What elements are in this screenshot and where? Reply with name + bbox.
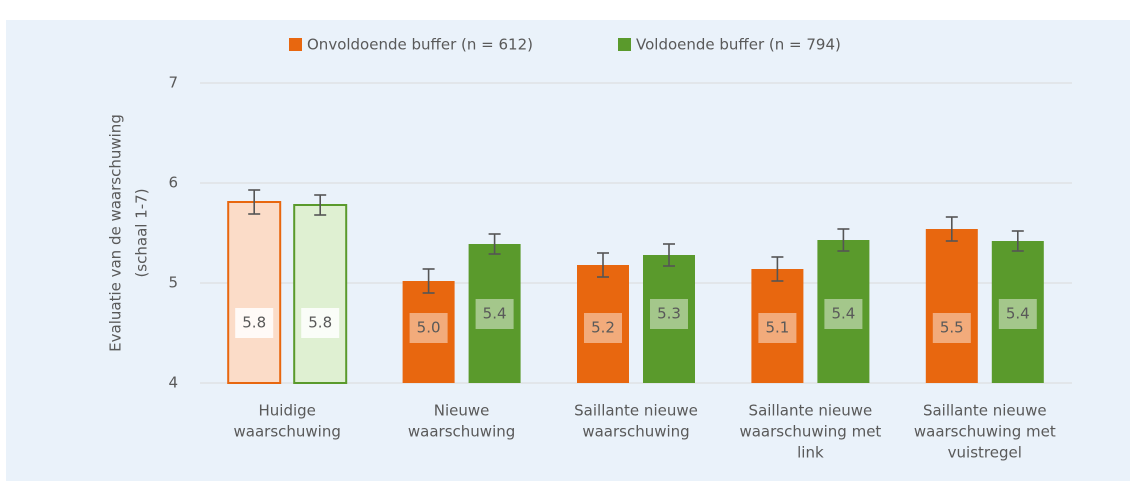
bar: [643, 255, 695, 383]
value-label-box: [824, 299, 863, 329]
value-label-box: [998, 299, 1037, 329]
legend-label: Voldoende buffer (n = 794): [636, 36, 841, 54]
x-tick-label: Saillante nieuwe: [574, 402, 698, 420]
value-label: 5.0: [417, 319, 441, 337]
value-label-box: [409, 313, 448, 343]
value-label: 5.4: [1006, 305, 1030, 323]
bar: [751, 269, 804, 383]
value-label-box: [932, 313, 971, 343]
legend-swatch: [618, 38, 631, 51]
x-tick-label: waarschuwing: [234, 423, 341, 441]
value-label: 5.4: [831, 305, 855, 323]
y-tick-label: 5: [168, 274, 178, 292]
y-tick-label: 4: [168, 374, 178, 392]
x-tick-label: waarschuwing: [582, 423, 689, 441]
bar: [817, 240, 870, 383]
value-label-box: [235, 308, 274, 338]
bar: [925, 229, 978, 383]
legend-swatch: [289, 38, 302, 51]
bar: [293, 204, 348, 384]
value-label: 5.5: [940, 319, 964, 337]
value-label: 5.8: [242, 314, 266, 332]
x-tick-label: Saillante nieuwe: [923, 402, 1047, 420]
value-label: 5.8: [308, 314, 332, 332]
x-tick-label: Saillante nieuwe: [749, 402, 873, 420]
legend-label: Onvoldoende buffer (n = 612): [307, 36, 533, 54]
x-tick-label: Huidige: [258, 402, 315, 420]
y-axis-label: (schaal 1-7): [133, 188, 151, 277]
bar: [402, 281, 455, 383]
value-label-box: [475, 299, 514, 329]
x-tick-label: waarschuwing met: [739, 423, 881, 441]
x-tick-label: waarschuwing: [408, 423, 515, 441]
bar: [468, 244, 521, 383]
x-tick-label: waarschuwing met: [914, 423, 1056, 441]
y-axis-label: Evaluatie van de waarschuwing: [107, 114, 125, 352]
bar: [577, 265, 629, 383]
x-tick-label: Nieuwe: [434, 402, 490, 420]
value-label: 5.2: [591, 319, 615, 337]
bar: [227, 201, 282, 384]
y-tick-label: 7: [168, 74, 178, 92]
value-label-box: [758, 313, 797, 343]
x-tick-label: vuistregel: [948, 444, 1022, 462]
value-label-box: [301, 308, 340, 338]
x-tick-label: link: [797, 444, 824, 462]
y-tick-label: 6: [168, 174, 178, 192]
value-label: 5.4: [483, 305, 507, 323]
value-label: 5.1: [765, 319, 789, 337]
value-label: 5.3: [657, 305, 681, 323]
bar: [991, 241, 1044, 383]
value-label-box: [584, 313, 622, 343]
value-label-box: [650, 299, 688, 329]
